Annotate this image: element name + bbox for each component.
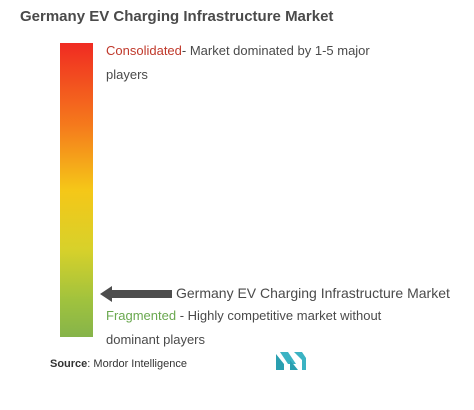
chart-title: Germany EV Charging Infrastructure Marke… — [20, 8, 334, 25]
fragmented-description: Fragmented - Highly competitive market w… — [106, 304, 406, 352]
source-text: : Mordor Intelligence — [87, 358, 187, 370]
market-position-arrow — [100, 286, 172, 302]
market-marker-label: Germany EV Charging Infrastructure Marke… — [176, 284, 450, 301]
consolidated-text: - Market dominated by 1-5 major players — [106, 43, 370, 82]
arrow-head — [100, 286, 112, 302]
arrow-shaft — [111, 290, 172, 298]
concentration-gradient-bar — [60, 43, 93, 337]
consolidated-label: Consolidated — [106, 43, 182, 58]
fragmented-label: Fragmented — [106, 308, 177, 323]
fragmented-text: - Highly competitive market without domi… — [106, 308, 382, 347]
consolidated-description: Consolidated- Market dominated by 1-5 ma… — [106, 39, 406, 87]
source-prefix: Source — [50, 358, 88, 370]
source-note: Source: Mordor Intelligence — [50, 358, 187, 370]
mordor-intelligence-logo — [276, 352, 306, 370]
